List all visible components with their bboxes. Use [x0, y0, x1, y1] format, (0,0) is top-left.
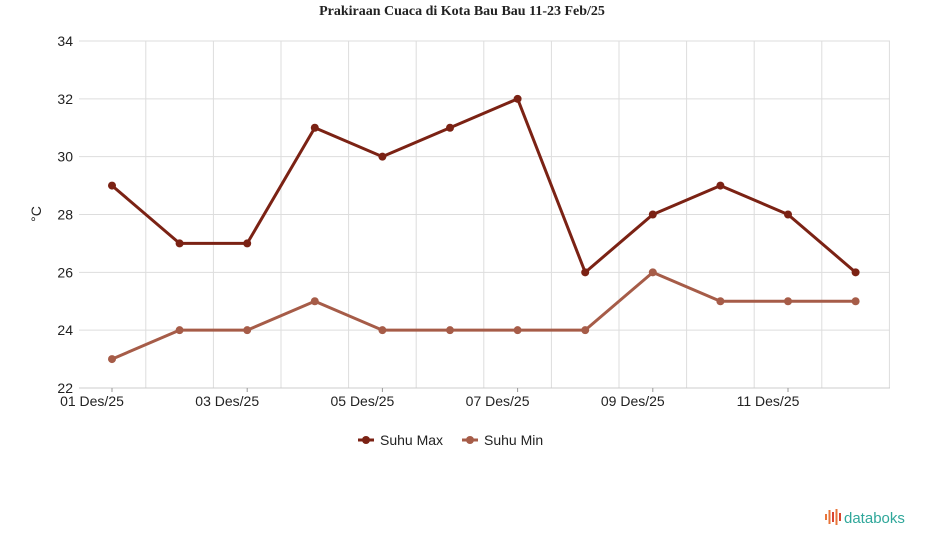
data-point[interactable] [851, 268, 860, 277]
x-tick-label: 07 Des/25 [466, 393, 530, 409]
y-tick-label: 34 [57, 33, 73, 49]
series-suhu-max [108, 94, 860, 277]
legend-swatch-marker [466, 436, 474, 444]
series-line [111, 270, 856, 361]
y-tick-label: 26 [57, 264, 73, 280]
brand-name: databoks [844, 510, 905, 527]
data-point[interactable] [648, 210, 657, 219]
data-point[interactable] [175, 326, 184, 335]
data-point[interactable] [784, 297, 792, 306]
data-point[interactable] [243, 326, 252, 335]
x-tick-label: 09 Des/25 [601, 393, 665, 409]
data-point[interactable] [581, 326, 590, 335]
x-tick-label: 01 Des/25 [60, 393, 124, 409]
databoks-logo-icon [825, 509, 841, 525]
data-point[interactable] [851, 297, 860, 306]
series-suhu-min [108, 268, 860, 364]
x-axis-ticks: 01 Des/25 03 Des/25 05 Des/25 07 Des/25 09 D… [60, 388, 800, 409]
data-point[interactable] [310, 297, 319, 306]
data-point[interactable] [175, 239, 184, 248]
y-tick-label: 22 [57, 380, 73, 396]
x-tick-label: 05 Des/25 [330, 393, 394, 409]
series-layer [108, 94, 860, 364]
legend-item-suhu-min[interactable]: Suhu Min [462, 432, 543, 448]
legend-swatch-marker [362, 436, 370, 444]
legend-item-suhu-max[interactable]: Suhu Max [358, 432, 443, 448]
data-point[interactable] [513, 94, 522, 103]
y-tick-label: 32 [57, 91, 73, 107]
data-point[interactable] [446, 123, 454, 132]
data-point[interactable] [108, 181, 116, 190]
legend-label: Suhu Max [380, 432, 443, 448]
y-tick-label: 28 [57, 207, 73, 223]
data-point[interactable] [513, 326, 522, 335]
databoks-brand: databoks [825, 509, 905, 527]
y-axis-ticks: 22 24 26 28 30 32 34 [57, 33, 73, 396]
y-axis-label: °C [28, 206, 44, 222]
x-tick-label: 11 Des/25 [737, 393, 800, 409]
data-point[interactable] [648, 268, 657, 277]
legend-label: Suhu Min [484, 432, 543, 448]
data-point[interactable] [581, 268, 590, 277]
series-line [111, 97, 857, 274]
chart-title: Prakiraan Cuaca di Kota Bau Bau 11-23 Fe… [319, 4, 605, 19]
data-point[interactable] [716, 181, 725, 190]
data-point[interactable] [243, 239, 252, 248]
data-point[interactable] [310, 123, 319, 132]
data-point[interactable] [108, 355, 116, 364]
legend[interactable]: Suhu Max Suhu Min [358, 432, 543, 448]
data-point[interactable] [378, 326, 387, 335]
data-point[interactable] [716, 297, 725, 306]
data-point[interactable] [446, 326, 454, 335]
data-point[interactable] [784, 210, 792, 219]
grid-lines [79, 40, 890, 389]
y-tick-label: 30 [57, 149, 73, 165]
y-tick-label: 24 [57, 322, 73, 338]
data-point[interactable] [378, 152, 387, 161]
x-tick-label: 03 Des/25 [195, 393, 259, 409]
